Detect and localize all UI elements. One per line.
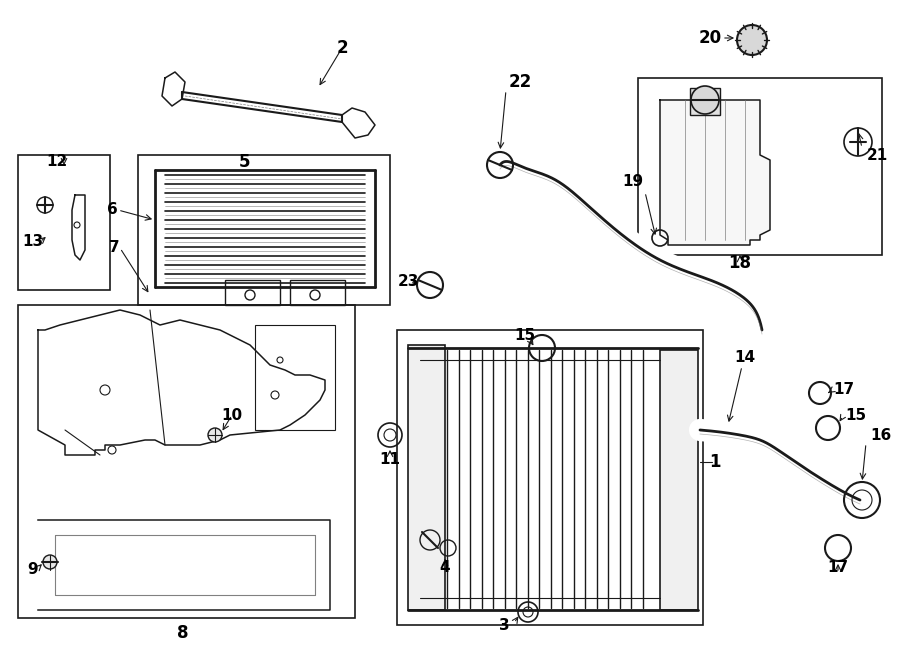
Text: 12: 12 [47, 155, 68, 169]
Text: 8: 8 [177, 624, 189, 642]
Text: 18: 18 [728, 254, 752, 272]
Bar [660, 350, 698, 610]
Text: 9: 9 [27, 563, 38, 578]
Bar [690, 88, 720, 115]
Bar [397, 330, 703, 625]
Text: 15: 15 [515, 327, 536, 342]
Text: 17: 17 [827, 559, 849, 574]
Bar [290, 280, 345, 305]
Text: 14: 14 [734, 350, 756, 366]
Text: 5: 5 [239, 153, 251, 171]
Circle shape [737, 25, 767, 55]
Text: 1: 1 [709, 453, 721, 471]
Bar [225, 280, 280, 305]
Text: 21: 21 [867, 147, 888, 163]
Text: 10: 10 [221, 407, 243, 422]
Bar [18, 305, 355, 618]
Bar [638, 78, 882, 255]
Text: 4: 4 [440, 559, 450, 574]
Bar [255, 325, 335, 430]
Text: 6: 6 [107, 202, 118, 217]
Text: 20: 20 [698, 29, 722, 47]
Text: 16: 16 [870, 428, 891, 442]
Text: 22: 22 [508, 73, 532, 91]
Text: 11: 11 [380, 453, 400, 467]
Polygon shape [660, 100, 770, 245]
Bar [18, 155, 110, 290]
Text: 15: 15 [845, 407, 866, 422]
Circle shape [43, 555, 57, 569]
Text: 19: 19 [622, 175, 643, 190]
Circle shape [208, 428, 222, 442]
Bar [408, 345, 445, 610]
Text: 7: 7 [110, 241, 120, 256]
Text: 2: 2 [337, 39, 347, 57]
Text: 17: 17 [833, 383, 854, 397]
Circle shape [691, 86, 719, 114]
Bar [138, 155, 390, 305]
Text: 3: 3 [500, 617, 510, 633]
Text: 13: 13 [22, 235, 43, 249]
Text: 23: 23 [397, 274, 418, 290]
